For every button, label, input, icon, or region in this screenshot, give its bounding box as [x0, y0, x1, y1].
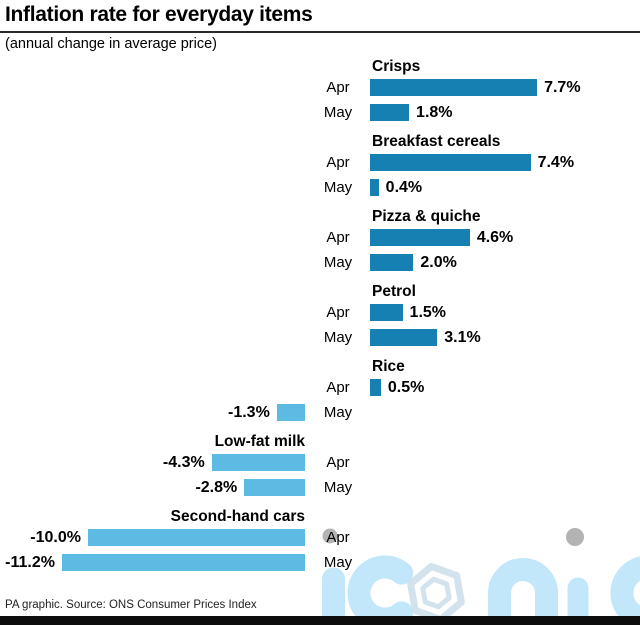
- bar-group-title: Petrol: [372, 283, 416, 300]
- bar: [370, 179, 379, 196]
- bar: [276, 404, 305, 421]
- value-label: -4.3%: [162, 454, 205, 471]
- month-label: May: [323, 329, 353, 346]
- value-label: 1.5%: [409, 304, 447, 321]
- bar-group-title: Low-fat milk: [214, 433, 305, 450]
- bottom-bar: [0, 616, 640, 625]
- watermark-i-dot: [566, 528, 584, 546]
- page-subtitle: (annual change in average price): [5, 36, 217, 52]
- value-label: 7.4%: [537, 154, 575, 171]
- bar: [61, 554, 305, 571]
- month-label: Apr: [326, 79, 350, 96]
- month-label: May: [323, 179, 353, 196]
- month-label: Apr: [326, 379, 350, 396]
- page-title: Inflation rate for everyday items: [5, 3, 313, 26]
- bar: [88, 529, 305, 546]
- bar: [370, 79, 538, 96]
- bar: [370, 104, 410, 121]
- value-label: 4.6%: [476, 229, 514, 246]
- bar-group-title: Rice: [372, 358, 405, 375]
- month-label: May: [323, 104, 353, 121]
- bar: [370, 229, 470, 246]
- bar-group-title: Second-hand cars: [170, 508, 305, 525]
- watermark-letter-c: [610, 556, 640, 625]
- value-label: 0.4%: [385, 179, 423, 196]
- value-label: 1.8%: [416, 104, 453, 121]
- bar: [370, 154, 531, 171]
- value-label: 3.1%: [444, 329, 481, 346]
- bar: [244, 479, 305, 496]
- month-label: May: [323, 254, 353, 271]
- value-label: 2.0%: [420, 254, 457, 271]
- month-label: Apr: [326, 154, 350, 171]
- bar-group-title: Pizza & quiche: [372, 208, 481, 225]
- hexagon-logo-icon: [420, 576, 452, 610]
- month-label: May: [323, 554, 353, 571]
- watermark-i-dot: [322, 528, 338, 544]
- bar-group-title: Crisps: [372, 58, 421, 75]
- value-label: -10.0%: [30, 529, 81, 546]
- bar: [211, 454, 305, 471]
- value-label: -11.2%: [5, 554, 55, 571]
- month-label: Apr: [326, 304, 350, 321]
- bar: [370, 254, 414, 271]
- watermark-letter-n: [488, 558, 558, 625]
- bar: [370, 379, 381, 396]
- source-credit: PA graphic. Source: ONS Consumer Prices …: [5, 599, 257, 611]
- value-label: -1.3%: [228, 404, 270, 421]
- month-label: May: [323, 404, 353, 421]
- bar: [370, 304, 403, 321]
- month-label: Apr: [326, 229, 350, 246]
- title-divider: [0, 31, 640, 33]
- month-label: Apr: [326, 529, 350, 546]
- bar: [370, 329, 438, 346]
- month-label: Apr: [326, 454, 350, 471]
- value-label: 0.5%: [387, 379, 425, 396]
- value-label: 7.7%: [544, 79, 581, 96]
- value-label: -2.8%: [195, 479, 238, 496]
- bar-group-title: Breakfast cereals: [372, 133, 501, 150]
- month-label: May: [323, 479, 353, 496]
